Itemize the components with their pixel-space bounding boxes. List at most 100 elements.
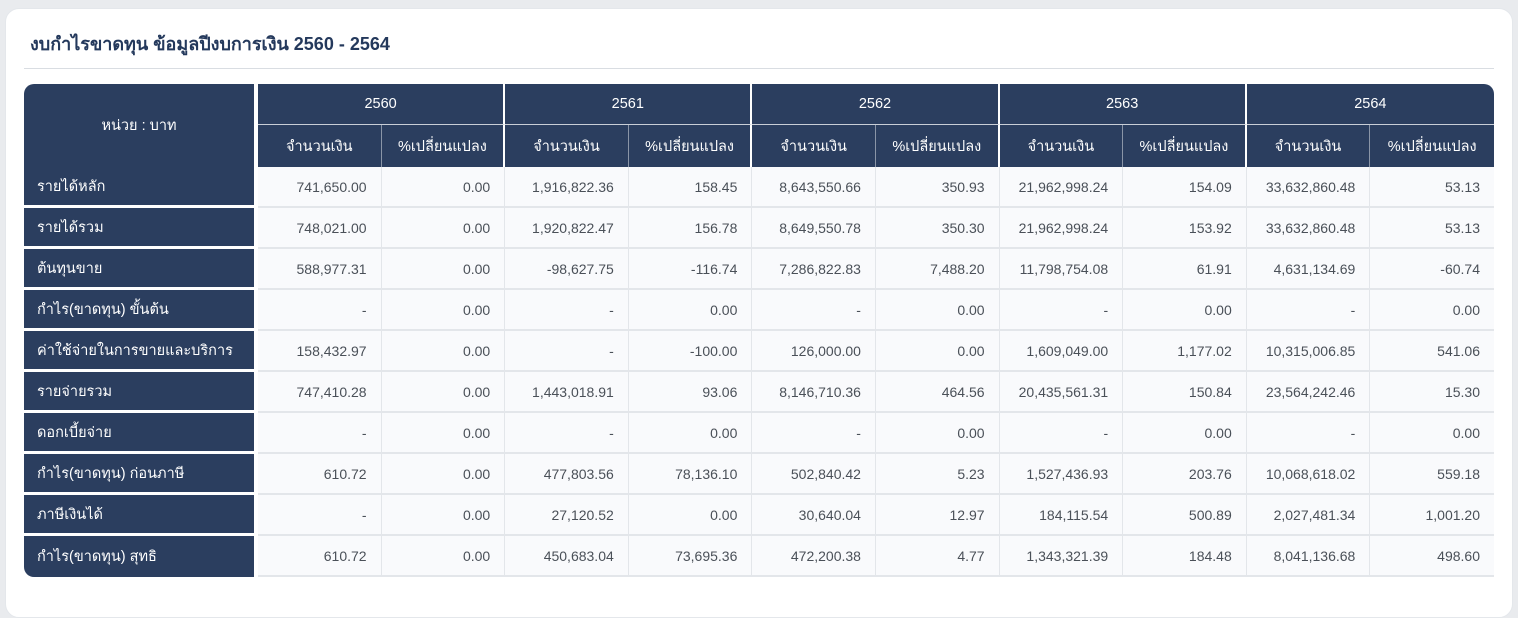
change-cell: 541.06	[1370, 331, 1494, 372]
row-label: ค่าใช้จ่ายในการขายและบริการ	[24, 331, 258, 372]
amount-cell: -	[999, 290, 1124, 331]
year-header-row: หน่วย : บาท 2560 2561 2562 2563 2564	[24, 84, 1494, 167]
page-title: งบกำไรขาดทุน ข้อมูลปีงบการเงิน 2560 - 25…	[30, 34, 390, 54]
table-row: ดอกเบี้ยจ่าย -0.00-0.00-0.00-0.00-0.00	[24, 413, 1494, 454]
change-cell: 154.09	[1123, 167, 1247, 208]
change-cell: 5.23	[875, 454, 1000, 495]
change-cell: 0.00	[381, 290, 506, 331]
amount-cell: 10,068,618.02	[1246, 454, 1371, 495]
table-row: กำไร(ขาดทุน) ขั้นต้น -0.00-0.00-0.00-0.00…	[24, 290, 1494, 331]
change-column-header: %เปลี่ยนแปลง	[1123, 125, 1247, 167]
content-card: งบกำไรขาดทุน ข้อมูลปีงบการเงิน 2560 - 25…	[5, 8, 1513, 618]
change-cell: 0.00	[875, 413, 1000, 454]
change-cell: 500.89	[1123, 495, 1247, 536]
amount-cell: -98,627.75	[505, 249, 629, 290]
amount-cell: 748,021.00	[258, 208, 382, 249]
amount-cell: -	[505, 331, 629, 372]
change-column-header: %เปลี่ยนแปลง	[381, 125, 506, 167]
divider	[24, 68, 1494, 69]
change-cell: -60.74	[1370, 249, 1494, 290]
amount-column-header: จำนวนเงิน	[752, 125, 876, 167]
change-cell: -116.74	[628, 249, 753, 290]
amount-cell: 21,962,998.24	[999, 167, 1124, 208]
change-cell: 0.00	[381, 372, 506, 413]
amount-cell: 8,146,710.36	[752, 372, 876, 413]
change-cell: 78,136.10	[628, 454, 753, 495]
amount-cell: 8,643,550.66	[752, 167, 876, 208]
amount-column-header: จำนวนเงิน	[505, 125, 629, 167]
change-cell: 156.78	[628, 208, 753, 249]
change-cell: 0.00	[381, 454, 506, 495]
change-cell: 0.00	[381, 249, 506, 290]
amount-cell: 184,115.54	[999, 495, 1124, 536]
amount-cell: -	[505, 290, 629, 331]
amount-cell: 747,410.28	[258, 372, 382, 413]
amount-cell: 610.72	[258, 454, 382, 495]
change-cell: 350.93	[875, 167, 1000, 208]
row-label: รายได้รวม	[24, 208, 258, 249]
change-cell: 464.56	[875, 372, 1000, 413]
income-statement-table: หน่วย : บาท 2560 2561 2562 2563 2564 จำนวนเง…	[24, 84, 1494, 577]
change-cell: 1,001.20	[1370, 495, 1494, 536]
change-cell: 61.91	[1123, 249, 1247, 290]
change-cell: 0.00	[381, 495, 506, 536]
table-row: ต้นทุนขาย 588,977.31 0.00 -98,627.75 -116.74…	[24, 249, 1494, 290]
change-column-header: %เปลี่ยนแปลง	[1370, 125, 1494, 167]
amount-cell: 8,041,136.68	[1246, 536, 1371, 577]
change-cell: 0.00	[875, 290, 1000, 331]
change-cell: 4.77	[875, 536, 1000, 577]
row-label: ภาษีเงินได้	[24, 495, 258, 536]
year-header-cell: 2563	[999, 84, 1247, 125]
change-cell: 0.00	[1370, 413, 1494, 454]
change-cell: 0.00	[628, 495, 753, 536]
change-cell: 1,177.02	[1123, 331, 1247, 372]
row-label: กำไร(ขาดทุน) ขั้นต้น	[24, 290, 258, 331]
amount-cell: 450,683.04	[505, 536, 629, 577]
table-row: กำไร(ขาดทุน) ก่อนภาษี 610.72 0.00 477,803.5…	[24, 454, 1494, 495]
row-label: กำไร(ขาดทุน) สุทธิ	[24, 536, 258, 577]
amount-cell: 1,609,049.00	[999, 331, 1124, 372]
amount-cell: 472,200.38	[752, 536, 876, 577]
amount-cell: -	[258, 413, 382, 454]
amount-cell: 33,632,860.48	[1246, 167, 1371, 208]
amount-cell: 33,632,860.48	[1246, 208, 1371, 249]
amount-cell: -	[258, 290, 382, 331]
change-cell: 158.45	[628, 167, 753, 208]
change-cell: 0.00	[628, 290, 753, 331]
change-cell: 0.00	[381, 536, 506, 577]
change-cell: 53.13	[1370, 208, 1494, 249]
change-cell: 150.84	[1123, 372, 1247, 413]
change-column-header: %เปลี่ยนแปลง	[628, 125, 753, 167]
row-label: รายได้หลัก	[24, 167, 258, 208]
amount-column-header: จำนวนเงิน	[258, 125, 382, 167]
change-cell: 184.48	[1123, 536, 1247, 577]
change-cell: 0.00	[381, 208, 506, 249]
amount-cell: 10,315,006.85	[1246, 331, 1371, 372]
amount-cell: 1,920,822.47	[505, 208, 629, 249]
amount-cell: 1,343,321.39	[999, 536, 1124, 577]
change-cell: 559.18	[1370, 454, 1494, 495]
year-header-cell: 2560	[258, 84, 506, 125]
amount-cell: 477,803.56	[505, 454, 629, 495]
amount-cell: 11,798,754.08	[999, 249, 1124, 290]
amount-cell: 2,027,481.34	[1246, 495, 1371, 536]
change-column-header: %เปลี่ยนแปลง	[875, 125, 1000, 167]
table-row: รายได้หลัก 741,650.00 0.00 1,916,822.36 158.…	[24, 167, 1494, 208]
amount-column-header: จำนวนเงิน	[999, 125, 1124, 167]
change-cell: 0.00	[381, 331, 506, 372]
amount-cell: 27,120.52	[505, 495, 629, 536]
amount-cell: -	[505, 413, 629, 454]
change-cell: 53.13	[1370, 167, 1494, 208]
table-row: ภาษีเงินได้ -0.00 27,120.52 0.00 30,640.04 12…	[24, 495, 1494, 536]
amount-cell: -	[1246, 290, 1371, 331]
amount-cell: 502,840.42	[752, 454, 876, 495]
row-label: ดอกเบี้ยจ่าย	[24, 413, 258, 454]
change-cell: -100.00	[628, 331, 753, 372]
amount-cell: 4,631,134.69	[1246, 249, 1371, 290]
amount-cell: -	[999, 413, 1124, 454]
change-cell: 93.06	[628, 372, 753, 413]
amount-cell: 30,640.04	[752, 495, 876, 536]
amount-cell: 126,000.00	[752, 331, 876, 372]
amount-cell: 158,432.97	[258, 331, 382, 372]
change-cell: 0.00	[875, 331, 1000, 372]
